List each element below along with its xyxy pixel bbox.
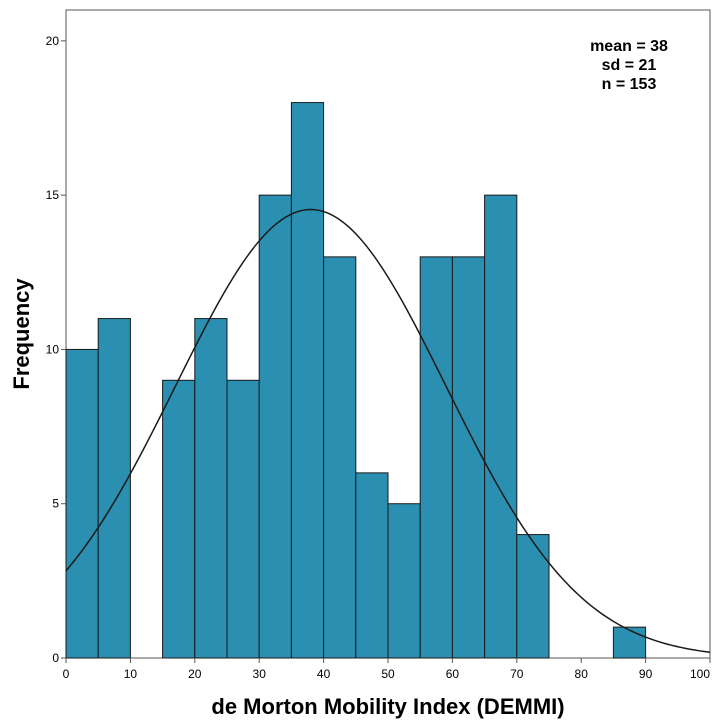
histogram-bar-0-5: [65, 348, 99, 659]
x-tick-label-40: 40: [317, 667, 331, 681]
x-tick-label-0: 0: [63, 667, 70, 681]
stat-mean: mean = 38: [590, 38, 668, 55]
x-tick-label-90: 90: [639, 667, 653, 681]
normal-curve: [65, 208, 711, 654]
x-tick-label-20: 20: [188, 667, 202, 681]
y-axis-ticks: 0 5 10 15 20: [46, 34, 66, 665]
histogram-bar-30-35: [258, 194, 292, 659]
x-tick-label-60: 60: [446, 667, 460, 681]
histogram-bar-50-55: [387, 503, 421, 659]
histogram-bar-45-50: [355, 472, 389, 659]
y-tick-label-20: 20: [46, 34, 60, 48]
x-tick-label-10: 10: [124, 667, 138, 681]
x-tick-label-100: 100: [690, 667, 710, 681]
histogram-bar-65-70: [484, 194, 518, 659]
x-axis-ticks: 0 10 20 30 40 50 60 70 80 90 100: [63, 658, 711, 681]
histogram-bar-15-20: [162, 379, 196, 659]
y-tick-label-5: 5: [52, 497, 59, 511]
histogram-bar-70-75: [516, 534, 550, 659]
y-axis-title: Frequency: [9, 278, 34, 390]
x-tick-label-80: 80: [575, 667, 589, 681]
y-tick-label-10: 10: [46, 342, 60, 356]
histogram-bar-35-40: [290, 102, 325, 659]
y-tick-label-15: 15: [46, 188, 60, 202]
y-tick-label-0: 0: [52, 651, 59, 665]
histogram-bars: [65, 102, 647, 659]
x-tick-label-30: 30: [253, 667, 267, 681]
histogram-bar-25-30: [226, 379, 260, 659]
x-tick-label-70: 70: [510, 667, 524, 681]
histogram-bar-85-90: [612, 626, 647, 659]
x-axis-title: de Morton Mobility Index (DEMMI): [211, 694, 564, 719]
stat-sd: sd = 21: [602, 57, 657, 74]
x-tick-label-50: 50: [381, 667, 395, 681]
histogram-bar-40-45: [323, 256, 357, 659]
histogram-bar-5-10: [97, 318, 131, 659]
histogram-bar-20-25: [194, 318, 228, 659]
stats-box: mean = 38 sd = 21 n = 153: [590, 38, 668, 93]
histogram-bar-60-65: [451, 256, 486, 659]
histogram-bar-55-60: [419, 256, 453, 659]
stat-n: n = 153: [602, 76, 657, 93]
